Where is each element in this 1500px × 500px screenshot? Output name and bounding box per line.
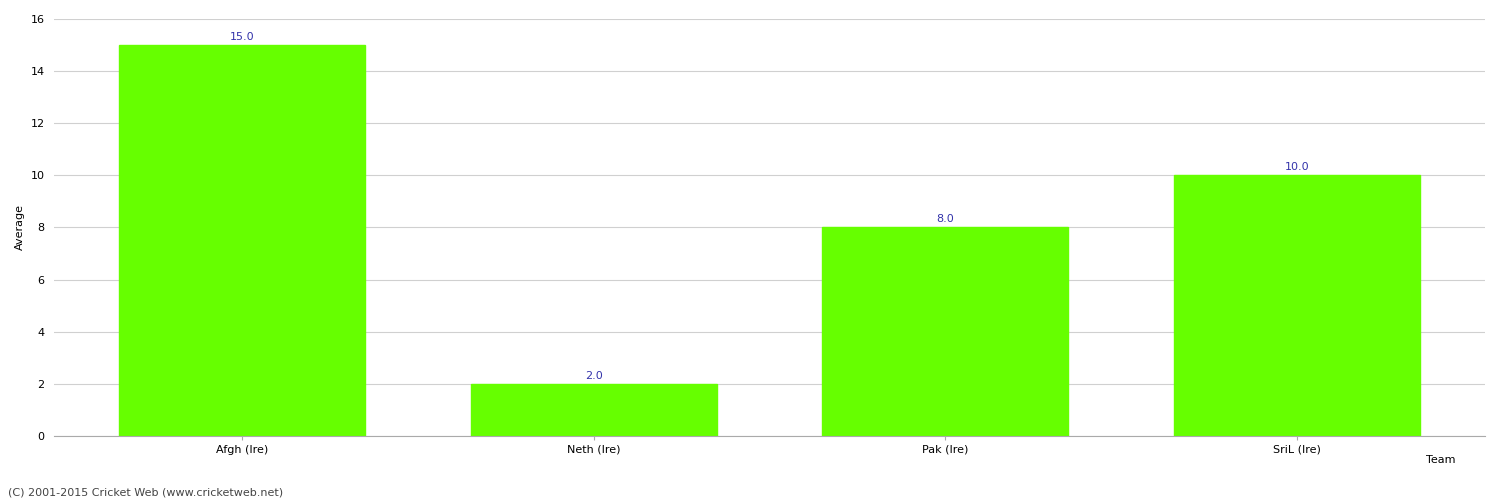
Bar bbox=[471, 384, 717, 436]
Text: 8.0: 8.0 bbox=[936, 214, 954, 224]
Bar bbox=[120, 45, 366, 436]
Y-axis label: Average: Average bbox=[15, 204, 26, 250]
Text: 2.0: 2.0 bbox=[585, 370, 603, 380]
Text: 15.0: 15.0 bbox=[230, 32, 255, 42]
Bar bbox=[822, 228, 1068, 436]
Bar bbox=[1174, 176, 1420, 436]
Text: Team: Team bbox=[1425, 455, 1455, 465]
Text: (C) 2001-2015 Cricket Web (www.cricketweb.net): (C) 2001-2015 Cricket Web (www.cricketwe… bbox=[8, 488, 282, 498]
Text: 10.0: 10.0 bbox=[1284, 162, 1310, 172]
